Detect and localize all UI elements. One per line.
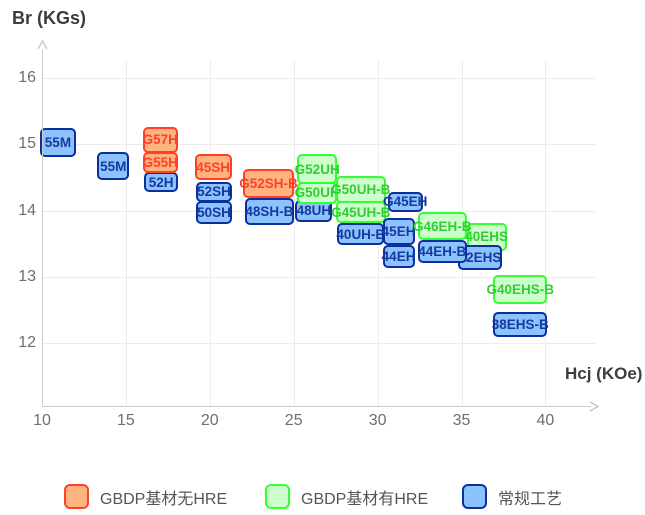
grade-box-45sh[interactable]: 45SH bbox=[194, 154, 232, 181]
grade-box-g50uh[interactable]: G50UH bbox=[295, 182, 340, 204]
legend-label: GBDP基材无HRE bbox=[100, 490, 228, 508]
grade-box-g45uh-b[interactable]: G45UH-B bbox=[331, 201, 390, 224]
x-axis-arrow-icon bbox=[589, 401, 600, 412]
grade-box-g57h[interactable]: G57H bbox=[143, 127, 178, 153]
x-tick-label: 15 bbox=[116, 412, 135, 429]
y-tick-label: 14 bbox=[18, 201, 36, 219]
legend-swatch-green bbox=[265, 484, 290, 509]
grade-box-g46eh-b[interactable]: G46EH-B bbox=[413, 211, 471, 241]
y-tick-label: 13 bbox=[18, 267, 36, 285]
legend-item-gbdp-with-hre[interactable]: GBDP基材有HRE bbox=[265, 484, 428, 509]
x-tick-label: 20 bbox=[200, 412, 219, 429]
y-gridline bbox=[42, 343, 596, 344]
grade-box-52sh[interactable]: 52SH bbox=[196, 182, 232, 202]
legend-item-gbdp-no-hre[interactable]: GBDP基材无HRE bbox=[64, 484, 227, 509]
x-axis-title: Hcj (KOe) bbox=[565, 364, 643, 383]
x-axis-line bbox=[42, 406, 591, 407]
legend-swatch-blue bbox=[462, 484, 487, 509]
grade-box-g45eh[interactable]: G45EH bbox=[383, 191, 427, 212]
grade-box-55m[interactable]: 55M bbox=[97, 152, 130, 180]
legend-item-conventional[interactable]: 常规工艺 bbox=[462, 484, 562, 509]
legend-label: 常规工艺 bbox=[498, 490, 563, 508]
grade-box-38ehs-b[interactable]: 38EHS-B bbox=[492, 311, 549, 338]
x-gridline bbox=[293, 60, 295, 406]
grade-box-g50uh-b[interactable]: G50UH-B bbox=[331, 176, 390, 204]
grade-box-44eh[interactable]: 44EH bbox=[382, 244, 415, 269]
y-axis-title: Br (KGs) bbox=[12, 8, 87, 28]
grade-box-55m[interactable]: 55M bbox=[40, 127, 76, 157]
grade-box-48uh[interactable]: 48UH bbox=[295, 199, 333, 222]
y-gridline bbox=[42, 144, 596, 146]
grade-box-48sh-b[interactable]: 48SH-B bbox=[245, 197, 294, 226]
y-tick-label: 15 bbox=[18, 135, 36, 153]
x-gridline bbox=[209, 60, 211, 406]
x-tick-label: 30 bbox=[368, 412, 387, 429]
grade-box-50sh[interactable]: 50SH bbox=[196, 201, 232, 224]
x-tick-label: 40 bbox=[536, 412, 555, 429]
grade-box-44eh-b[interactable]: 44EH-B bbox=[417, 240, 467, 263]
y-axis-line bbox=[42, 50, 43, 406]
y-gridline bbox=[42, 78, 596, 79]
x-gridline bbox=[125, 60, 127, 406]
x-tick-label: 35 bbox=[452, 412, 471, 429]
y-gridline bbox=[42, 276, 596, 278]
x-tick-label: 25 bbox=[284, 412, 303, 429]
grade-box-g52uh[interactable]: G52UH bbox=[295, 154, 340, 184]
x-tick-label: 10 bbox=[33, 412, 51, 429]
grade-box-52h[interactable]: 52H bbox=[144, 172, 178, 192]
legend-swatch-orange bbox=[64, 484, 89, 509]
grade-box-45eh[interactable]: 45EH bbox=[382, 217, 415, 245]
grade-box-g52sh-b[interactable]: G52SH-B bbox=[239, 168, 298, 198]
legend-label: GBDP基材有HRE bbox=[301, 490, 429, 508]
y-tick-label: 12 bbox=[18, 334, 36, 351]
y-tick-label: 16 bbox=[18, 69, 36, 86]
y-axis-arrow-icon bbox=[37, 39, 48, 50]
grade-box-40uh-b[interactable]: 40UH-B bbox=[336, 223, 385, 245]
x-gridline bbox=[545, 60, 547, 406]
grade-box-g55h[interactable]: G55H bbox=[143, 152, 178, 173]
grade-box-g40ehs-b[interactable]: G40EHS-B bbox=[486, 274, 554, 304]
